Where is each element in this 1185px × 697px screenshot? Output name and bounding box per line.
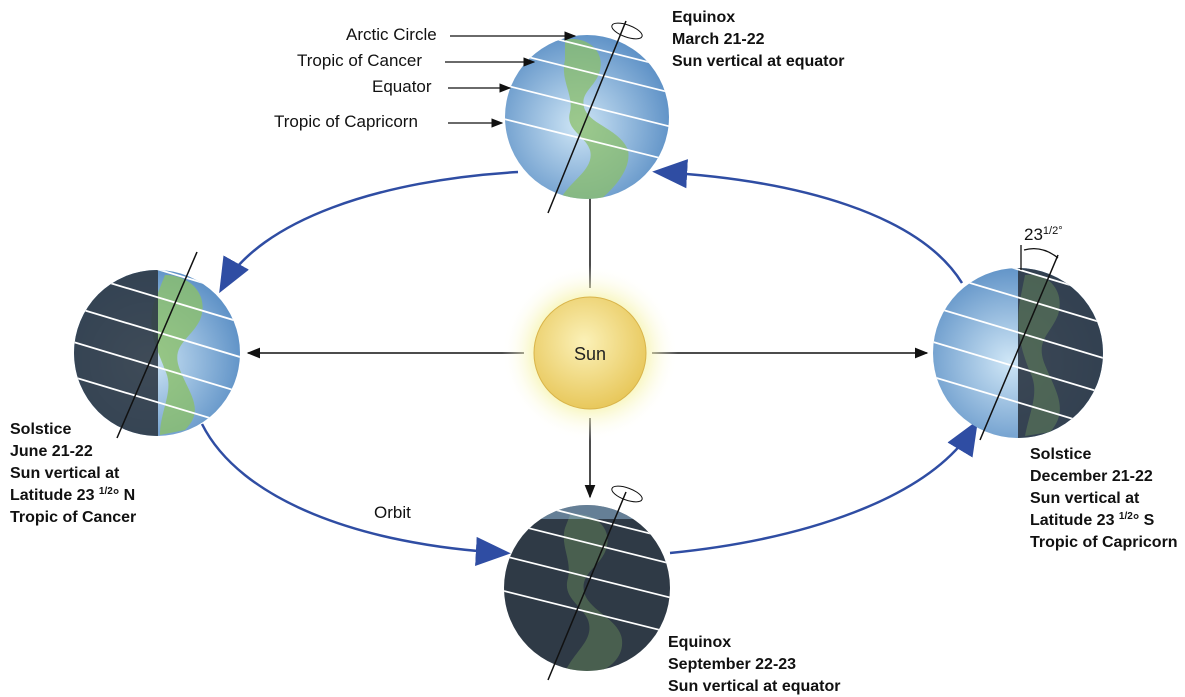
- tilt-angle-arc: [1023, 247, 1059, 259]
- orbit-arc-bottom-right: [669, 420, 979, 555]
- arctic-circle-label: Arctic Circle: [346, 25, 437, 44]
- earth-axis: [547, 20, 627, 214]
- tilt-angle-label: 231/2°: [1024, 225, 1063, 244]
- orbit-path: [200, 159, 979, 566]
- tropic-of-cancer-label: Tropic of Cancer: [297, 51, 422, 70]
- day-side-rim: [504, 505, 670, 519]
- caption-march-equinox: Equinox March 21-22 Sun vertical at equa…: [672, 9, 845, 70]
- latitude-labels: Arctic Circle Tropic of Cancer Equator T…: [274, 25, 577, 131]
- sun-label: Sun: [574, 344, 606, 364]
- caption-line: Sun vertical at: [1030, 490, 1140, 507]
- landmass: [563, 514, 623, 671]
- earth-axis: [979, 254, 1059, 441]
- orbit-arc-top-left: [219, 170, 519, 294]
- earth-axis: [547, 491, 627, 681]
- caption-line: Solstice: [10, 421, 71, 438]
- orbit-arc-right-top: [652, 159, 964, 284]
- caption-december-solstice: Solstice December 21-22 Sun vertical at …: [1030, 446, 1178, 551]
- rotation-ring: [611, 485, 643, 503]
- caption-line: Sun vertical at: [10, 465, 120, 482]
- caption-line: Sun vertical at equator: [672, 53, 845, 70]
- caption-line: March 21-22: [672, 31, 765, 48]
- caption-line: Sun vertical at equator: [668, 678, 841, 695]
- caption-line: December 21-22: [1030, 468, 1153, 485]
- earth-june-solstice: [74, 251, 240, 439]
- caption-line: Equinox: [668, 634, 731, 651]
- landmass: [151, 275, 203, 435]
- caption-september-equinox: Equinox September 22-23 Sun vertical at …: [668, 634, 841, 695]
- caption-line: Tropic of Capricorn: [1030, 534, 1178, 551]
- tropic-of-capricorn-label: Tropic of Capricorn: [274, 112, 418, 131]
- earth-september-equinox: [504, 485, 670, 681]
- sun: Sun: [502, 265, 678, 441]
- caption-line: Solstice: [1030, 446, 1091, 463]
- earth-march-equinox: [505, 20, 669, 214]
- orbit-label: Orbit: [374, 503, 411, 522]
- sun-body: [533, 296, 647, 410]
- caption-latitude: Latitude 23 1/2° N: [10, 486, 135, 504]
- caption-latitude: Latitude 23 1/2° S: [1030, 511, 1155, 529]
- rotation-ring: [611, 22, 643, 40]
- equator-label: Equator: [372, 77, 432, 96]
- caption-line: September 22-23: [668, 656, 796, 673]
- caption-line: Equinox: [672, 9, 735, 26]
- orbit-arc-left-bottom: [200, 423, 511, 566]
- caption-june-solstice: Solstice June 21-22 Sun vertical at Lati…: [10, 421, 136, 526]
- landmass: [1018, 274, 1060, 436]
- landmass: [560, 39, 629, 199]
- caption-line: Tropic of Cancer: [10, 509, 136, 526]
- caption-line: June 21-22: [10, 443, 93, 460]
- earth-december-solstice: [933, 245, 1103, 441]
- earth-axis: [116, 251, 198, 439]
